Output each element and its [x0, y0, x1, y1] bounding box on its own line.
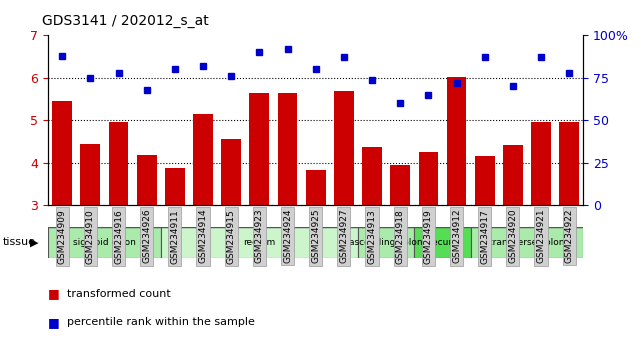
Text: ■: ■: [48, 287, 60, 300]
Text: ▶: ▶: [30, 238, 38, 247]
Bar: [334, 91, 354, 205]
Text: transformed count: transformed count: [67, 289, 171, 299]
Text: GSM234913: GSM234913: [367, 209, 376, 264]
Text: cecum: cecum: [428, 238, 458, 247]
Bar: [249, 93, 269, 205]
Text: GDS3141 / 202012_s_at: GDS3141 / 202012_s_at: [42, 14, 208, 28]
Text: GSM234919: GSM234919: [424, 209, 433, 264]
Bar: [358, 227, 414, 258]
Bar: [278, 93, 297, 205]
Text: GSM234923: GSM234923: [255, 209, 264, 263]
Bar: [161, 227, 358, 258]
Bar: [390, 165, 410, 205]
Text: GSM234924: GSM234924: [283, 209, 292, 263]
Text: GSM234926: GSM234926: [142, 209, 151, 263]
Text: GSM234912: GSM234912: [452, 209, 461, 263]
Bar: [560, 122, 579, 205]
Bar: [414, 227, 470, 258]
Bar: [306, 171, 326, 205]
Text: GSM234910: GSM234910: [86, 209, 95, 264]
Text: ascending colon: ascending colon: [349, 238, 423, 247]
Text: GSM234916: GSM234916: [114, 209, 123, 264]
Text: GSM234922: GSM234922: [565, 209, 574, 263]
Text: sigmoid colon: sigmoid colon: [73, 238, 136, 247]
Bar: [475, 156, 495, 205]
Text: transverse colon: transverse colon: [489, 238, 565, 247]
Text: GSM234918: GSM234918: [395, 209, 404, 264]
Text: GSM234909: GSM234909: [58, 209, 67, 264]
Text: GSM234911: GSM234911: [171, 209, 179, 264]
Text: tissue: tissue: [3, 238, 36, 247]
Bar: [53, 101, 72, 205]
Text: GSM234925: GSM234925: [311, 209, 320, 263]
Bar: [470, 227, 583, 258]
Text: GSM234917: GSM234917: [480, 209, 489, 264]
Text: GSM234914: GSM234914: [199, 209, 208, 263]
Bar: [108, 122, 128, 205]
Text: GSM234927: GSM234927: [339, 209, 348, 263]
Text: percentile rank within the sample: percentile rank within the sample: [67, 317, 255, 327]
Text: rectum: rectum: [243, 238, 276, 247]
Text: GSM234915: GSM234915: [227, 209, 236, 264]
Bar: [193, 114, 213, 205]
Text: GSM234920: GSM234920: [508, 209, 517, 263]
Bar: [81, 144, 100, 205]
Text: GSM234921: GSM234921: [537, 209, 545, 263]
Bar: [137, 155, 156, 205]
Bar: [419, 152, 438, 205]
Bar: [221, 139, 241, 205]
Bar: [48, 227, 161, 258]
Bar: [362, 147, 382, 205]
Bar: [447, 77, 467, 205]
Bar: [503, 145, 523, 205]
Text: ■: ■: [48, 316, 60, 329]
Bar: [165, 168, 185, 205]
Bar: [531, 122, 551, 205]
